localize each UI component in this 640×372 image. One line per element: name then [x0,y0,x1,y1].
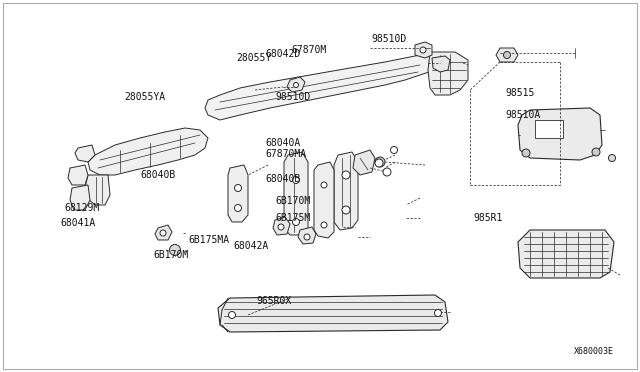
Circle shape [292,218,300,225]
Circle shape [592,148,600,156]
Circle shape [321,182,327,188]
Text: 98510A: 98510A [506,110,541,120]
Polygon shape [415,42,432,58]
Circle shape [504,51,511,58]
Circle shape [294,83,298,87]
Circle shape [342,206,350,214]
Polygon shape [518,108,602,160]
Circle shape [234,185,241,192]
Circle shape [321,222,327,228]
Text: 67870MA: 67870MA [266,150,307,159]
Circle shape [292,176,300,183]
Text: 6B170M: 6B170M [275,196,310,206]
Circle shape [160,230,166,236]
Polygon shape [205,55,440,120]
Bar [535,120,563,138]
Polygon shape [88,128,208,175]
Text: 6B175M: 6B175M [275,213,310,222]
Polygon shape [273,217,290,235]
Polygon shape [298,227,316,244]
Text: 6B170M: 6B170M [154,250,189,260]
Polygon shape [284,152,308,235]
Polygon shape [85,175,110,205]
Circle shape [342,171,350,179]
Circle shape [375,159,383,167]
Text: 985R1: 985R1 [474,213,503,222]
Polygon shape [353,150,375,175]
Text: 28055YA: 28055YA [125,92,166,102]
Circle shape [234,205,241,212]
Text: 68040B: 68040B [141,170,176,180]
Text: 68040A: 68040A [266,138,301,148]
Polygon shape [155,225,172,240]
Text: 98510D: 98510D [371,34,406,44]
Circle shape [375,157,385,167]
Polygon shape [314,162,334,238]
Circle shape [278,224,284,230]
Polygon shape [70,185,90,210]
Polygon shape [334,152,358,230]
Polygon shape [428,52,468,95]
Polygon shape [287,77,305,92]
Circle shape [304,234,310,240]
Polygon shape [68,165,88,185]
Polygon shape [518,230,614,278]
Circle shape [435,310,442,317]
Polygon shape [432,56,450,72]
Text: 68129M: 68129M [64,203,99,213]
Text: 6B175MA: 6B175MA [189,235,230,245]
Text: 98510D: 98510D [275,92,310,102]
Text: 98515: 98515 [506,88,535,98]
Circle shape [609,154,616,161]
Text: 28055Y: 28055Y [237,53,272,62]
Text: 68041A: 68041A [61,218,96,228]
Text: X680003E: X680003E [575,347,614,356]
Text: 68040B: 68040B [266,174,301,183]
Polygon shape [218,295,448,332]
Polygon shape [75,145,95,162]
Polygon shape [228,165,248,222]
Text: 68042D: 68042D [266,49,301,59]
Text: 68042A: 68042A [234,241,269,250]
Text: 965R0X: 965R0X [256,296,291,306]
Circle shape [522,149,530,157]
Circle shape [383,168,391,176]
Circle shape [228,311,236,318]
Polygon shape [496,48,518,62]
Circle shape [390,147,397,154]
Circle shape [420,47,426,53]
Circle shape [170,244,180,256]
Text: 67870M: 67870M [291,45,326,55]
